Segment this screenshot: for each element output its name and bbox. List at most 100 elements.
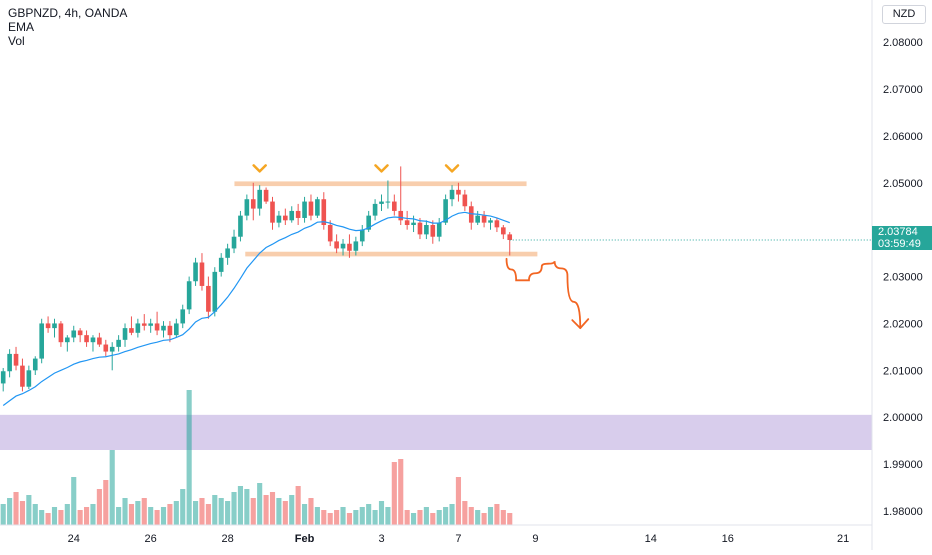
candle[interactable] <box>392 194 397 216</box>
candle[interactable] <box>84 330 89 347</box>
ema-line[interactable] <box>2 211 510 406</box>
candle[interactable] <box>103 339 109 357</box>
candle[interactable] <box>109 342 115 371</box>
candle[interactable] <box>359 225 365 247</box>
candle[interactable] <box>507 232 513 256</box>
candle[interactable] <box>308 194 314 221</box>
candle[interactable] <box>45 316 51 333</box>
candle[interactable] <box>65 335 70 352</box>
candle[interactable] <box>501 225 506 240</box>
candle[interactable] <box>167 321 173 343</box>
candle[interactable] <box>353 236 359 256</box>
candle[interactable] <box>385 180 391 209</box>
candle[interactable] <box>379 194 384 211</box>
candle[interactable] <box>475 210 480 225</box>
candle[interactable] <box>468 201 474 230</box>
candle[interactable] <box>334 234 339 254</box>
candle[interactable] <box>212 267 218 317</box>
candle[interactable] <box>71 325 77 343</box>
candle[interactable] <box>411 215 416 233</box>
candle-body <box>353 241 359 251</box>
candle[interactable] <box>129 316 134 336</box>
candle[interactable] <box>289 206 295 223</box>
candle[interactable] <box>122 323 128 347</box>
candle[interactable] <box>481 210 487 228</box>
candle[interactable] <box>161 321 166 338</box>
candle[interactable] <box>315 196 320 218</box>
volume-bar <box>359 507 365 525</box>
candle[interactable] <box>302 196 307 223</box>
price-tick-label: 2.02000 <box>883 318 923 330</box>
candle[interactable] <box>148 318 153 333</box>
candle[interactable] <box>7 349 12 378</box>
candle[interactable] <box>116 335 121 352</box>
candle[interactable] <box>366 210 371 233</box>
candle[interactable] <box>77 328 83 343</box>
volume-bar <box>83 507 90 525</box>
candle[interactable] <box>321 192 327 230</box>
candle[interactable] <box>225 243 230 265</box>
candle[interactable] <box>13 346 19 371</box>
candle[interactable] <box>218 253 224 277</box>
candle[interactable] <box>26 365 32 390</box>
candle[interactable] <box>186 276 192 315</box>
projected-path-line[interactable] <box>505 257 582 330</box>
candle[interactable] <box>327 220 333 247</box>
candle[interactable] <box>257 185 262 216</box>
symbol-title[interactable]: GBPNZD, 4h, OANDA <box>8 6 128 20</box>
candle[interactable] <box>52 318 57 338</box>
candle[interactable] <box>372 199 378 221</box>
candle[interactable] <box>250 182 256 221</box>
candle[interactable] <box>206 276 211 319</box>
candle[interactable] <box>39 318 44 364</box>
currency-button[interactable]: NZD <box>882 5 926 24</box>
candle[interactable] <box>430 220 436 244</box>
candle[interactable] <box>283 208 288 225</box>
candle-body <box>167 325 173 336</box>
candle[interactable] <box>97 332 102 347</box>
volume-bar <box>122 498 128 525</box>
candle[interactable] <box>276 210 282 228</box>
candle[interactable] <box>141 314 147 331</box>
candle[interactable] <box>199 253 205 291</box>
candle[interactable] <box>193 257 198 286</box>
ema-indicator-label[interactable]: EMA <box>8 20 35 34</box>
candle[interactable] <box>263 187 269 204</box>
candle[interactable] <box>347 234 352 258</box>
resistance-zone[interactable] <box>234 181 527 187</box>
candle[interactable] <box>20 358 25 392</box>
volume-bar <box>39 510 45 525</box>
candle[interactable] <box>494 217 500 233</box>
highlight-zone[interactable] <box>0 414 872 450</box>
support-zone[interactable] <box>245 251 538 257</box>
candle[interactable] <box>340 239 346 256</box>
candle[interactable] <box>295 203 301 225</box>
candle[interactable] <box>449 185 455 207</box>
candle[interactable] <box>174 318 179 338</box>
candle[interactable] <box>154 311 160 336</box>
candle[interactable] <box>135 318 141 338</box>
candle[interactable] <box>398 166 404 225</box>
candle[interactable] <box>244 194 250 221</box>
candle[interactable] <box>462 189 468 211</box>
candle[interactable] <box>424 220 429 240</box>
volume-bar <box>218 498 224 525</box>
candle[interactable] <box>436 217 442 242</box>
candle[interactable] <box>231 229 237 254</box>
candle[interactable] <box>0 367 6 392</box>
candle[interactable] <box>90 335 96 352</box>
candle-body <box>218 257 224 272</box>
candle[interactable] <box>58 321 64 347</box>
candle[interactable] <box>180 304 186 329</box>
candle[interactable] <box>270 196 275 230</box>
candle[interactable] <box>456 182 461 202</box>
candle[interactable] <box>488 217 493 230</box>
candle[interactable] <box>32 356 38 375</box>
candle[interactable] <box>417 217 423 240</box>
volume-indicator-label[interactable]: Vol <box>8 34 25 48</box>
candle[interactable] <box>404 210 410 230</box>
candle[interactable] <box>238 210 243 242</box>
volume-bar <box>71 477 77 525</box>
